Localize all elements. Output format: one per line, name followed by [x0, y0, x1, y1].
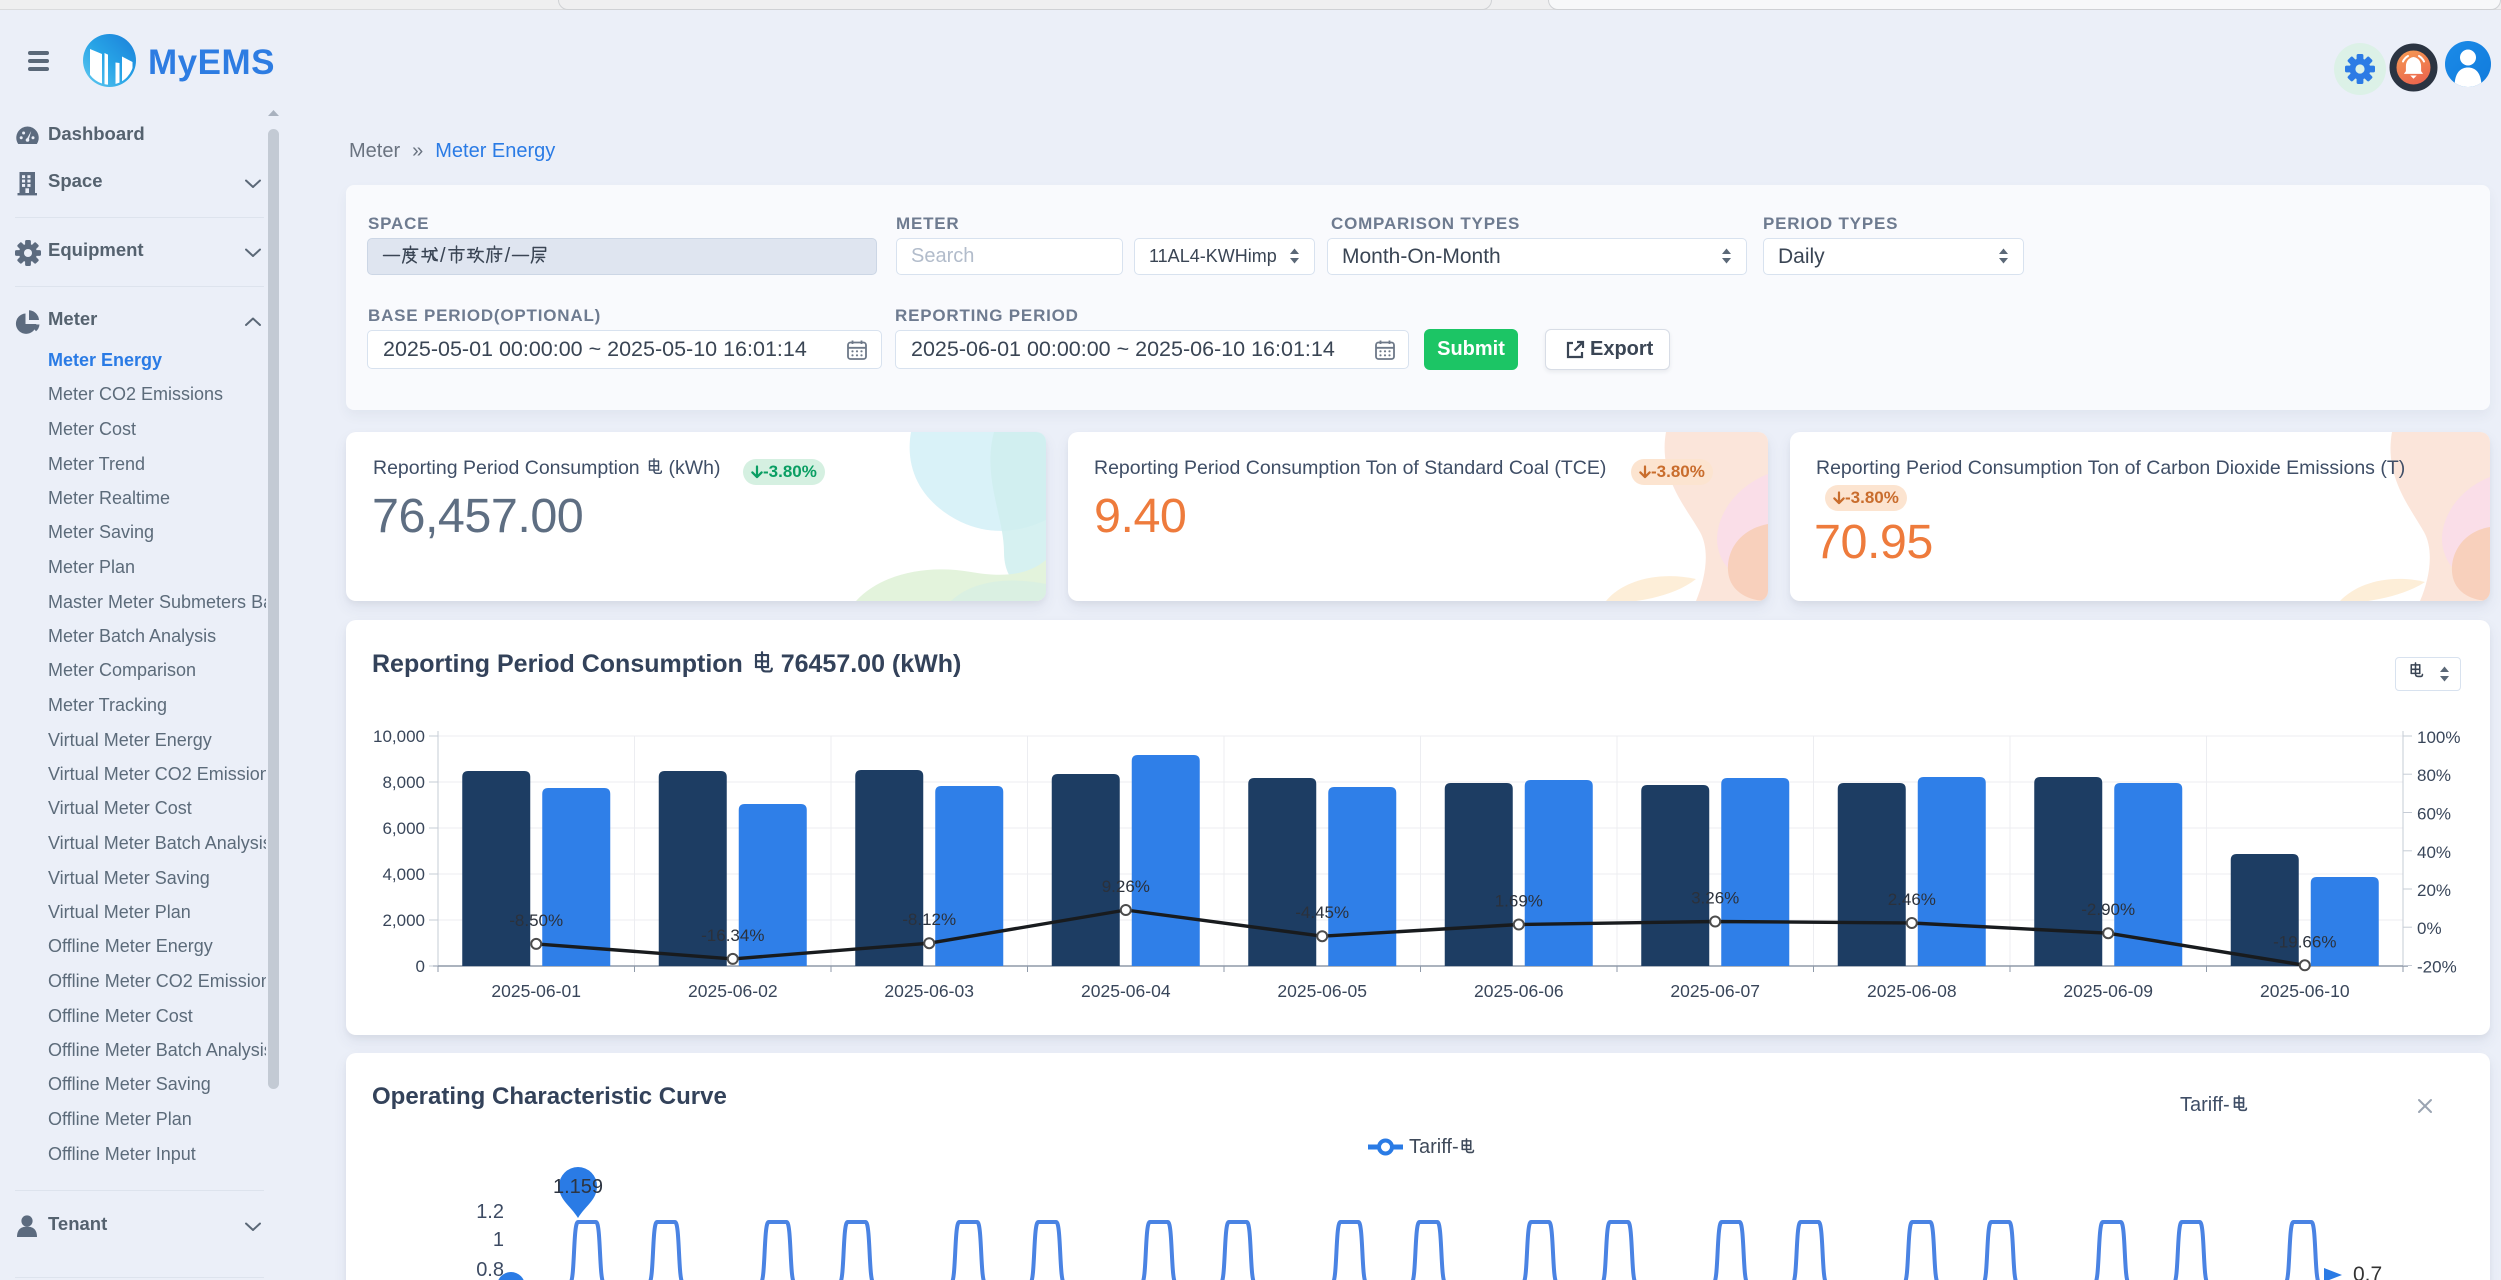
svg-text:60%: 60% — [2417, 805, 2451, 824]
svg-text:8,000: 8,000 — [382, 773, 425, 792]
svg-text:80%: 80% — [2417, 766, 2451, 785]
svg-text:2025-06-02: 2025-06-02 — [688, 981, 778, 1001]
svg-text:-16.34%: -16.34% — [701, 926, 764, 945]
svg-text:0: 0 — [416, 957, 425, 976]
svg-text:-19.66%: -19.66% — [2273, 932, 2336, 951]
svg-text:0.8: 0.8 — [476, 1259, 504, 1280]
svg-text:0.7: 0.7 — [2353, 1263, 2382, 1280]
svg-text:6,000: 6,000 — [382, 819, 425, 838]
svg-text:1.159: 1.159 — [553, 1176, 603, 1198]
svg-text:4,000: 4,000 — [382, 865, 425, 884]
svg-text:3.26%: 3.26% — [1691, 889, 1739, 908]
svg-text:2025-06-01: 2025-06-01 — [491, 981, 581, 1001]
svg-text:-2.90%: -2.90% — [2081, 900, 2135, 919]
svg-text:40%: 40% — [2417, 843, 2451, 862]
svg-text:100%: 100% — [2417, 728, 2460, 747]
svg-text:-20%: -20% — [2417, 958, 2457, 977]
svg-text:2.46%: 2.46% — [1888, 890, 1936, 909]
svg-text:2025-06-06: 2025-06-06 — [1474, 981, 1564, 1001]
svg-text:2,000: 2,000 — [382, 911, 425, 930]
svg-text:9.26%: 9.26% — [1102, 877, 1150, 896]
svg-text:2025-06-09: 2025-06-09 — [2063, 981, 2153, 1001]
svg-text:2025-06-10: 2025-06-10 — [2260, 981, 2350, 1001]
svg-text:10,000: 10,000 — [373, 727, 425, 746]
svg-text:-8.50%: -8.50% — [509, 911, 563, 930]
svg-text:-8.12%: -8.12% — [902, 910, 956, 929]
svg-text:2025-06-04: 2025-06-04 — [1081, 981, 1171, 1001]
svg-text:0%: 0% — [2417, 919, 2442, 938]
svg-text:2025-06-08: 2025-06-08 — [1867, 981, 1957, 1001]
svg-text:1.69%: 1.69% — [1495, 892, 1543, 911]
svg-text:2025-06-07: 2025-06-07 — [1670, 981, 1760, 1001]
svg-text:2025-06-03: 2025-06-03 — [884, 981, 974, 1001]
svg-text:20%: 20% — [2417, 881, 2451, 900]
svg-text:1: 1 — [493, 1229, 504, 1251]
svg-text:1.2: 1.2 — [476, 1201, 504, 1223]
svg-text:2025-06-05: 2025-06-05 — [1277, 981, 1367, 1001]
svg-text:-4.45%: -4.45% — [1295, 903, 1349, 922]
svg-text:Tariff-: Tariff- — [1409, 1136, 1459, 1158]
